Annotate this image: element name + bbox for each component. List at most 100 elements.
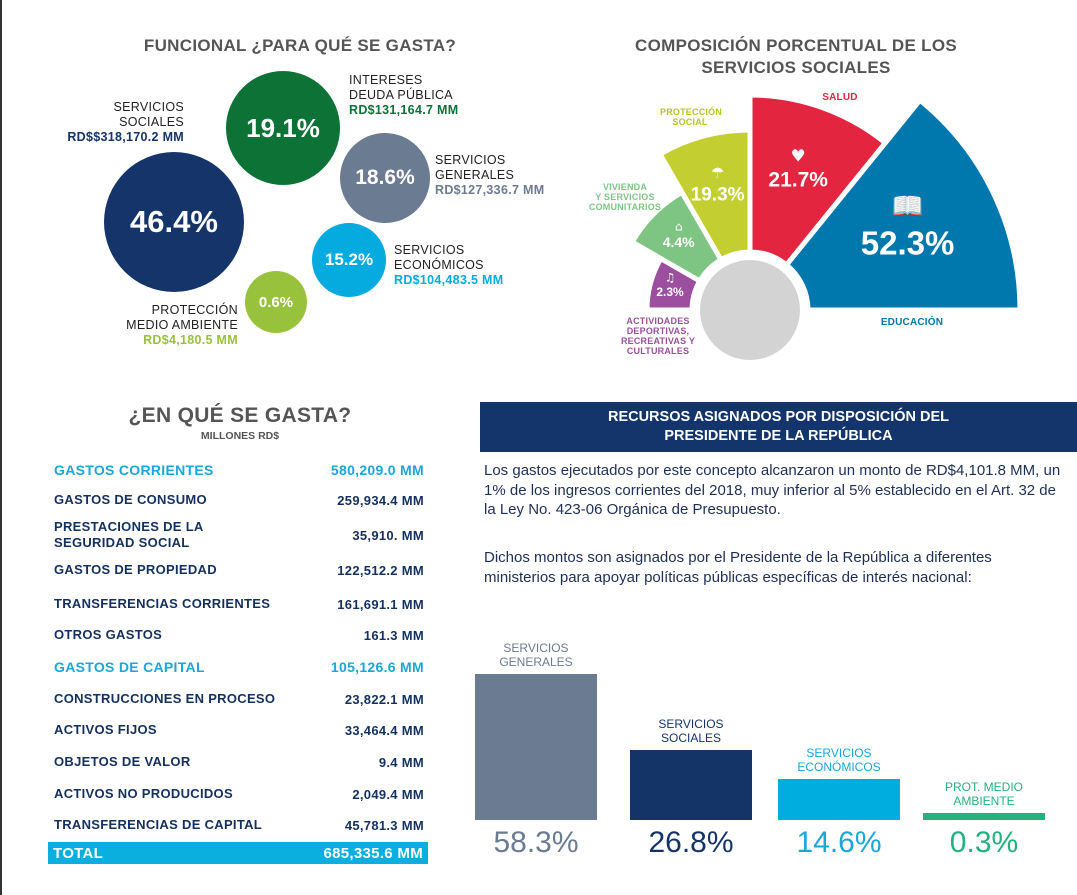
row-value: 23,822.1 MM [344,691,424,707]
table-row: ACTIVOS FIJOS 33,464.4 MM [54,722,424,738]
fan-segment [656,127,753,264]
banner-line: PRESIDENTE DE LA REPÚBLICA [664,428,893,444]
label-line: SERVICIOS [394,243,465,257]
bar-category-label: SERVICIOS GENERALES [475,641,597,669]
fan-segment-pct: 2.3% [656,285,684,299]
row-label: GASTOS DE CONSUMO [54,492,207,507]
row-label: ACTIVOS FIJOS [54,722,157,737]
label-line: ECONÓMICOS [394,258,484,272]
table-row: GASTOS DE CAPITAL 105,126.6 MM [54,659,424,675]
amount: RD$104,483.5 MM [394,273,504,287]
spending-subtitle: MILLONES RD$ [200,430,280,442]
label-line: SERVICIOS [806,745,872,760]
fan-label-salud: SALUD [810,93,870,103]
label-line: PROTECCIÓN [151,303,238,317]
fan-label-educacion: EDUCACIÓN [862,318,962,328]
fan-segment [782,96,1023,313]
table-row: GASTOS DE CONSUMO 259,934.4 MM [54,492,424,508]
row-value: 2,049.4 MM [352,786,424,802]
reading-book-icon: 📖 [891,191,924,222]
label-line: DEPORTIVAS, [626,326,690,336]
bubble-pct: 0.6% [258,293,294,311]
row-label: GASTOS CORRIENTES [54,462,214,478]
fan-label-proteccion-social: PROTECCIÓN SOCIAL [660,107,722,127]
label-line: SALUD [822,92,858,103]
row-label: TRANSFERENCIAS DE CAPITAL [54,817,263,832]
music-note-icon: ♫ [665,270,676,284]
row-value: 33,464.4 MM [344,722,424,738]
label-line: SOCIALES [119,115,184,129]
label-servicios-sociales: SERVICIOS SOCIALES RD$$318,170.2 MM [40,100,184,145]
heartbeat-icon: ♥ [791,145,806,165]
label-line: VIVIENDA [602,182,648,192]
row-label: GASTOS DE CAPITAL [54,659,205,675]
composition-title: COMPOSICIÓN PORCENTUAL DE LOS SERVICIOS … [590,35,1002,79]
table-row: TRANSFERENCIAS CORRIENTES 161,691.1 MM [54,596,424,612]
row-label: OTROS GASTOS [54,627,163,642]
row-value: 35,910. MM [352,527,424,543]
label-line: SERVICIOS [503,641,569,656]
bubble-intereses-deuda: 19.1% [226,71,340,185]
bubble-proteccion-ambiente: 0.6% [245,271,307,333]
label-line: COMUNITARIOS [588,202,662,212]
bar-data-label: 58.3% [493,826,579,859]
fan-label-vivienda: VIVIENDA Y SERVICIOS COMUNITARIOS [584,182,666,212]
fan-segment-pct: 4.4% [663,234,695,250]
bubble-servicios-sociales: 46.4% [104,152,244,292]
row-label: CONSTRUCCIONES EN PROCESO [54,691,276,706]
bar-data-label: 14.6% [796,826,882,859]
row-label: PRESTACIONES DE LA SEGURIDAD SOCIAL [54,519,204,550]
label-line: SERVICIOS [113,100,184,114]
presidential-paragraph-1: Los gastos ejecutados por este concepto … [484,462,1061,518]
label-line: ACTIVIDADES [626,316,690,326]
bar-category-label: SERVICIOS ECONÓMICOS [778,746,900,774]
row-label: OBJETOS DE VALOR [54,754,191,769]
bubble-pct: 19.1% [246,112,320,143]
label-servicios-economicos: SERVICIOS ECONÓMICOS RD$104,483.5 MM [394,243,554,288]
spending-title: ¿EN QUÉ SE GASTA? [128,404,352,427]
label-line: SERVICIOS [658,716,724,731]
label-servicios-generales: SERVICIOS GENERALES RD$127,336.7 MM [435,153,575,198]
row-value: 161.3 MM [363,627,424,643]
bar-data-label: 26.8% [648,826,734,859]
table-row: GASTOS DE PROPIEDAD 122,512.2 MM [54,562,424,578]
table-row: TRANSFERENCIAS DE CAPITAL 45,781.3 MM [54,817,424,833]
functional-title: FUNCIONAL ¿PARA QUÉ SE GASTA? [143,36,457,55]
row-label: GASTOS DE PROPIEDAD [54,562,217,577]
presidential-paragraph-2: Dichos montos son asignados por el Presi… [484,549,992,586]
page-edge-line [0,0,2,895]
fan-segment-pct: 19.3% [691,185,745,206]
total-row: TOTAL 685,335.6 MM [48,842,428,864]
umbrella-person-icon: ☂ [711,164,725,182]
label-line: EDUCACIÓN [880,317,944,328]
fan-segment [747,92,889,269]
title-line: COMPOSICIÓN PORCENTUAL DE LOS [635,36,957,55]
row-value: 161,691.1 MM [337,596,424,612]
bar-data-label: 0.3% [949,826,1019,859]
label-line: MEDIO AMBIENTE [126,318,238,332]
total-value: 685,335.6 MM [323,844,423,862]
bar [778,778,900,820]
row-value: 259,934.4 MM [337,492,424,508]
label-line: RECREATIVAS Y [620,336,696,346]
label-line: INTERESES [349,73,423,87]
label-line: SOCIAL [672,117,708,127]
bar-category-label: PROT. MEDIO AMBIENTE [923,780,1045,808]
label-proteccion-ambiente: PROTECCIÓN MEDIO AMBIENTE RD$4,180.5 MM [90,303,238,348]
label-line: AMBIENTE [953,794,1015,809]
fan-segment [628,188,725,285]
label-intereses-deuda: INTERESES DEUDA PÚBLICA RD$131,164.7 MM [349,73,549,118]
title-line: SERVICIOS SOCIALES [701,58,891,77]
amount: RD$4,180.5 MM [143,333,238,347]
row-value: 45,781.3 MM [344,817,424,833]
label-line: GENERALES [499,655,573,670]
fan-segment-pct: 52.3% [861,225,955,262]
table-row: PRESTACIONES DE LA SEGURIDAD SOCIAL 35,91… [54,519,424,551]
label-line: SOCIALES [660,730,722,745]
label-line: SERVICIOS [435,153,506,167]
row-value: 105,126.6 MM [330,659,424,675]
amount: RD$$318,170.2 MM [67,130,184,144]
label-line: PROT. MEDIO [944,780,1023,795]
label-line: DEUDA PÚBLICA [349,88,453,102]
table-row: OTROS GASTOS 161.3 MM [54,627,424,643]
